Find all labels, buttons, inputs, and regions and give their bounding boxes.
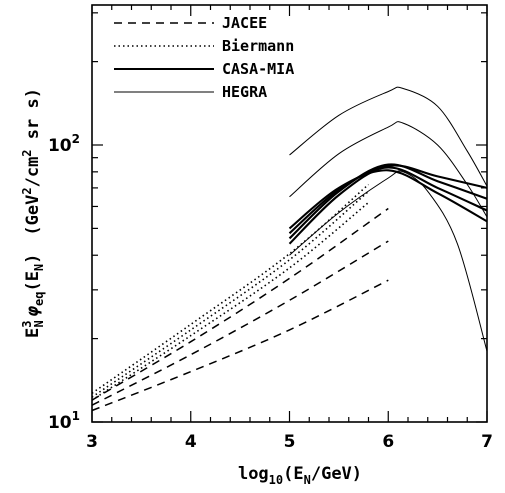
y-axis-label: E3Nφeq(EN)(GeV2/cm2 sr s) (20, 88, 46, 338)
series-biermann-line (91, 183, 370, 394)
x-tick-label: 3 (86, 432, 98, 452)
legend: JACEE Biermann CASA-MIA HEGRA (114, 14, 294, 101)
legend-label: Biermann (222, 37, 294, 55)
series-jacee-line (91, 207, 389, 401)
series-biermann-line (91, 190, 370, 398)
x-tick-label: 7 (481, 432, 493, 452)
tick-labels: 3 4 5 6 7 101 102 (48, 132, 493, 452)
x-tick-label: 5 (284, 432, 296, 452)
axis-ticks (91, 5, 488, 423)
series-jacee-line (91, 279, 389, 412)
series-casa-mia-line (288, 163, 488, 240)
series-lines (91, 86, 488, 412)
legend-label: CASA-MIA (222, 60, 294, 78)
series-jacee-line (91, 240, 389, 406)
series-hegra-line (289, 170, 488, 352)
series-casa-mia-line (288, 166, 488, 235)
x-tick-label: 6 (382, 432, 394, 452)
y-tick-label: 101 (48, 409, 80, 433)
series-hegra-line (289, 86, 488, 187)
series-casa-mia-line (288, 164, 488, 245)
series-hegra-line (289, 121, 488, 218)
x-axis-label: log10(EN/GeV) (238, 464, 362, 487)
x-tick-label: 4 (185, 432, 197, 452)
series-casa-mia-line (288, 169, 488, 230)
series-biermann-line (91, 201, 370, 401)
y-tick-label: 102 (48, 132, 80, 156)
legend-label: JACEE (222, 14, 267, 32)
legend-label: HEGRA (222, 83, 267, 101)
